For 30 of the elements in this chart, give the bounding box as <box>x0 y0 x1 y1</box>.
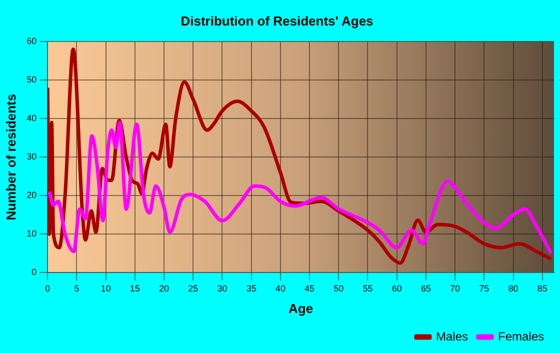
x-tick-label: 70 <box>450 283 460 294</box>
chart-title: Distribution of Residents' Ages <box>180 13 374 28</box>
y-axis-title: Number of residents <box>3 94 18 220</box>
x-tick-label: 25 <box>188 283 198 294</box>
x-tick-label: 50 <box>334 283 344 294</box>
x-tick-label: 0 <box>45 283 50 294</box>
x-tick-label: 5 <box>74 283 80 294</box>
x-tick-label: 45 <box>304 283 315 294</box>
y-tick-label: 0 <box>32 267 37 278</box>
x-tick-label: 15 <box>130 283 140 294</box>
x-tick-label: 35 <box>246 283 256 294</box>
x-tick-label: 55 <box>362 283 373 294</box>
legend-label: Females <box>498 329 544 344</box>
y-tick-label: 10 <box>26 228 37 239</box>
x-tick-label: 30 <box>217 283 228 294</box>
y-tick-label: 40 <box>26 113 37 124</box>
x-tick-label: 75 <box>479 283 490 294</box>
y-tick-label: 30 <box>26 152 37 162</box>
x-tick-label: 85 <box>537 283 548 294</box>
x-tick-label: 10 <box>100 283 111 294</box>
y-tick-label: 50 <box>26 74 37 85</box>
x-tick-label: 40 <box>275 283 286 294</box>
legend-label: Males <box>436 329 468 344</box>
x-tick-label: 20 <box>159 283 170 294</box>
x-tick-label: 60 <box>392 283 402 294</box>
x-axis-title: Age <box>288 300 314 316</box>
y-tick-label: 60 <box>26 36 37 46</box>
x-tick-label: 80 <box>508 283 518 294</box>
x-tick-label: 65 <box>420 283 431 294</box>
y-tick-label: 20 <box>26 190 37 200</box>
